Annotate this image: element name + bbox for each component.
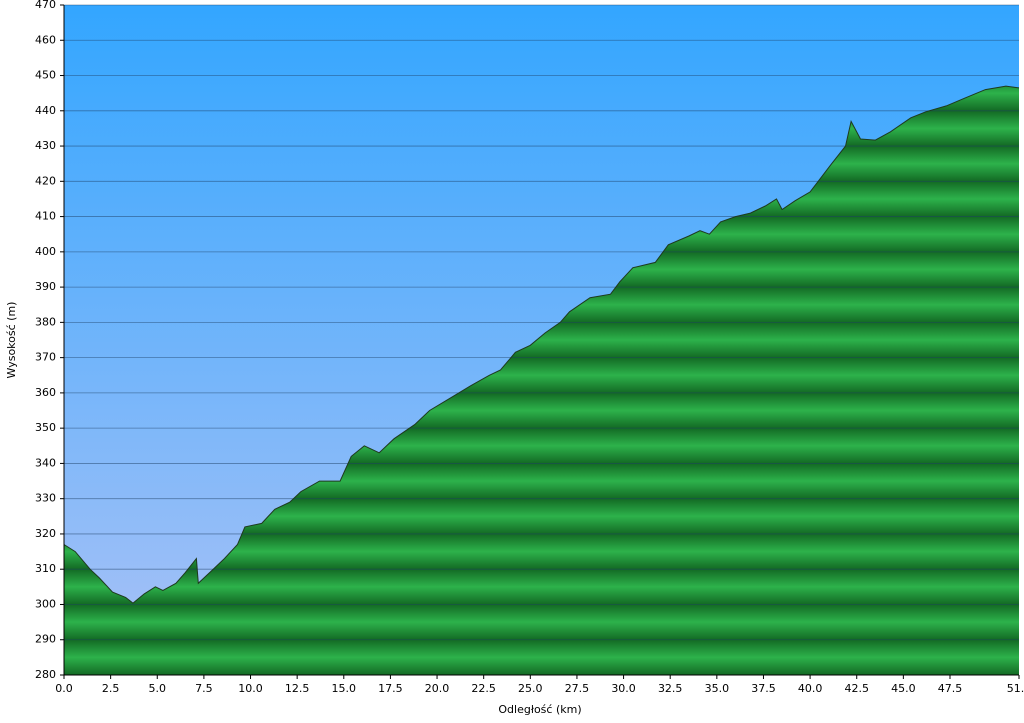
y-tick-label: 370 bbox=[35, 351, 56, 364]
y-tick-label: 380 bbox=[35, 315, 56, 328]
x-tick-label: 45.0 bbox=[891, 682, 916, 695]
x-tick-label: 20.0 bbox=[425, 682, 450, 695]
y-tick-label: 430 bbox=[35, 139, 56, 152]
y-tick-label: 440 bbox=[35, 104, 56, 117]
y-tick-label: 280 bbox=[35, 668, 56, 681]
y-tick-label: 350 bbox=[35, 421, 56, 434]
x-tick-label: 42.5 bbox=[844, 682, 869, 695]
x-tick-label: 10.0 bbox=[238, 682, 263, 695]
y-tick-label: 360 bbox=[35, 386, 56, 399]
y-tick-label: 470 bbox=[35, 0, 56, 11]
y-tick-label: 450 bbox=[35, 69, 56, 82]
x-axis-label: Odległość (km) bbox=[498, 703, 581, 716]
y-tick-label: 320 bbox=[35, 527, 56, 540]
y-tick-label: 460 bbox=[35, 33, 56, 46]
x-tick-label: 15.0 bbox=[332, 682, 357, 695]
x-tick-label: 12.5 bbox=[285, 682, 310, 695]
x-tick-label: 27.5 bbox=[565, 682, 590, 695]
x-tick-label: 5.0 bbox=[149, 682, 167, 695]
x-tick-label: 35.0 bbox=[705, 682, 730, 695]
y-tick-label: 420 bbox=[35, 174, 56, 187]
x-tick-label: 7.5 bbox=[195, 682, 213, 695]
y-tick-label: 390 bbox=[35, 280, 56, 293]
x-tick-label: 2.5 bbox=[102, 682, 120, 695]
x-tick-label: 40.0 bbox=[798, 682, 823, 695]
y-tick-label: 310 bbox=[35, 562, 56, 575]
x-tick-label: 17.5 bbox=[378, 682, 403, 695]
y-axis-label: Wysokość (m) bbox=[5, 302, 18, 379]
y-tick-label: 290 bbox=[35, 633, 56, 646]
elevation-area bbox=[64, 86, 1019, 676]
y-tick-label: 340 bbox=[35, 456, 56, 469]
x-tick-label: 37.5 bbox=[751, 682, 776, 695]
x-tick-label: 47.5 bbox=[938, 682, 963, 695]
elevation-line bbox=[63, 85, 1020, 604]
x-tick-label: 51.2 bbox=[1007, 682, 1024, 695]
x-tick-label: 25.0 bbox=[518, 682, 543, 695]
y-tick-label: 400 bbox=[35, 245, 56, 258]
x-tick-label: 22.5 bbox=[471, 682, 496, 695]
y-tick-label: 330 bbox=[35, 492, 56, 505]
x-tick-label: 32.5 bbox=[658, 682, 683, 695]
x-tick-label: 30.0 bbox=[611, 682, 636, 695]
y-tick-label: 300 bbox=[35, 597, 56, 610]
x-tick-label: 0.0 bbox=[55, 682, 73, 695]
y-tick-label: 410 bbox=[35, 210, 56, 223]
